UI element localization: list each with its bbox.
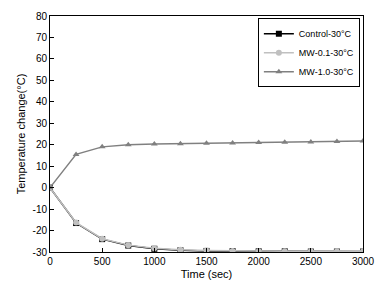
svg-text:500: 500: [94, 256, 111, 267]
svg-text:40: 40: [36, 96, 48, 107]
svg-text:2500: 2500: [300, 256, 323, 267]
svg-text:60: 60: [36, 53, 48, 64]
svg-text:1500: 1500: [195, 256, 218, 267]
svg-text:0: 0: [41, 182, 47, 193]
svg-text:70: 70: [36, 32, 48, 43]
svg-text:-30: -30: [33, 247, 48, 258]
svg-text:0: 0: [47, 256, 53, 267]
svg-text:-20: -20: [33, 225, 48, 236]
svg-text:50: 50: [36, 75, 48, 86]
svg-text:30: 30: [36, 118, 48, 129]
svg-text:-10: -10: [33, 204, 48, 215]
svg-text:10: 10: [36, 161, 48, 172]
svg-text:Time (sec): Time (sec): [181, 268, 233, 280]
svg-text:1000: 1000: [143, 256, 166, 267]
svg-text:MW-1.0-30°C: MW-1.0-30°C: [299, 67, 354, 77]
svg-text:80: 80: [36, 11, 48, 22]
svg-text:MW-0.1-30°C: MW-0.1-30°C: [299, 48, 354, 58]
svg-text:Control-30°C: Control-30°C: [299, 29, 352, 39]
svg-text:20: 20: [36, 139, 48, 150]
svg-text:Temperature change(°C): Temperature change(°C): [15, 74, 27, 195]
svg-text:2000: 2000: [248, 256, 271, 267]
svg-text:3000: 3000: [352, 256, 375, 267]
